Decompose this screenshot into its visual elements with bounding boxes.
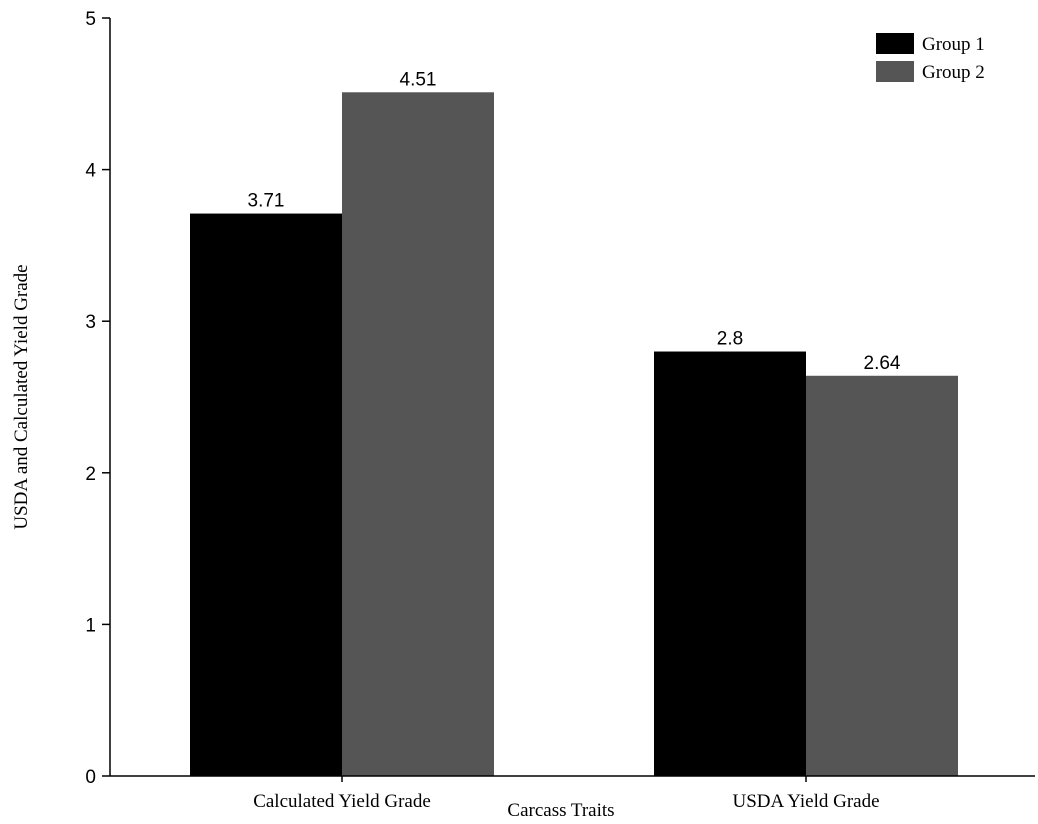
data-label-group-2-0: 4.51 — [400, 69, 437, 90]
legend: Group 1 Group 2 — [876, 33, 985, 83]
x-axis-title: Carcass Traits — [507, 800, 614, 821]
legend-label-group-1: Group 1 — [922, 34, 985, 55]
plot-area: 3.71 2.8 4.51 2.64 0 1 2 3 4 5 Calculated Yield Gr… — [85, 9, 1035, 812]
data-label-group-2-1: 2.64 — [864, 353, 901, 374]
legend-swatch-group-2 — [876, 61, 914, 82]
bar-group-2-0 — [342, 92, 494, 776]
bar-group-1-1 — [654, 351, 806, 776]
y-tick-label-5: 5 — [85, 9, 96, 30]
y-tick-label-1: 1 — [85, 615, 96, 636]
x-tick-label-usda-yield-grade: USDA Yield Grade — [732, 791, 879, 812]
y-tick-label-3: 3 — [85, 312, 96, 333]
legend-swatch-group-1 — [876, 33, 914, 54]
y-tick-label-2: 2 — [85, 464, 96, 485]
bar-group-1-0 — [190, 213, 342, 777]
y-axis-title: USDA and Calculated Yield Grade — [11, 264, 32, 529]
bar-group-2-1 — [806, 375, 958, 776]
x-tick-label-calculated-yield-grade: Calculated Yield Grade — [253, 791, 431, 812]
data-label-group-1-1: 2.8 — [717, 329, 743, 350]
y-tick-label-0: 0 — [85, 767, 96, 788]
legend-label-group-2: Group 2 — [922, 62, 985, 83]
y-tick-label-4: 4 — [85, 161, 96, 182]
data-label-group-1-0: 3.71 — [248, 191, 285, 212]
